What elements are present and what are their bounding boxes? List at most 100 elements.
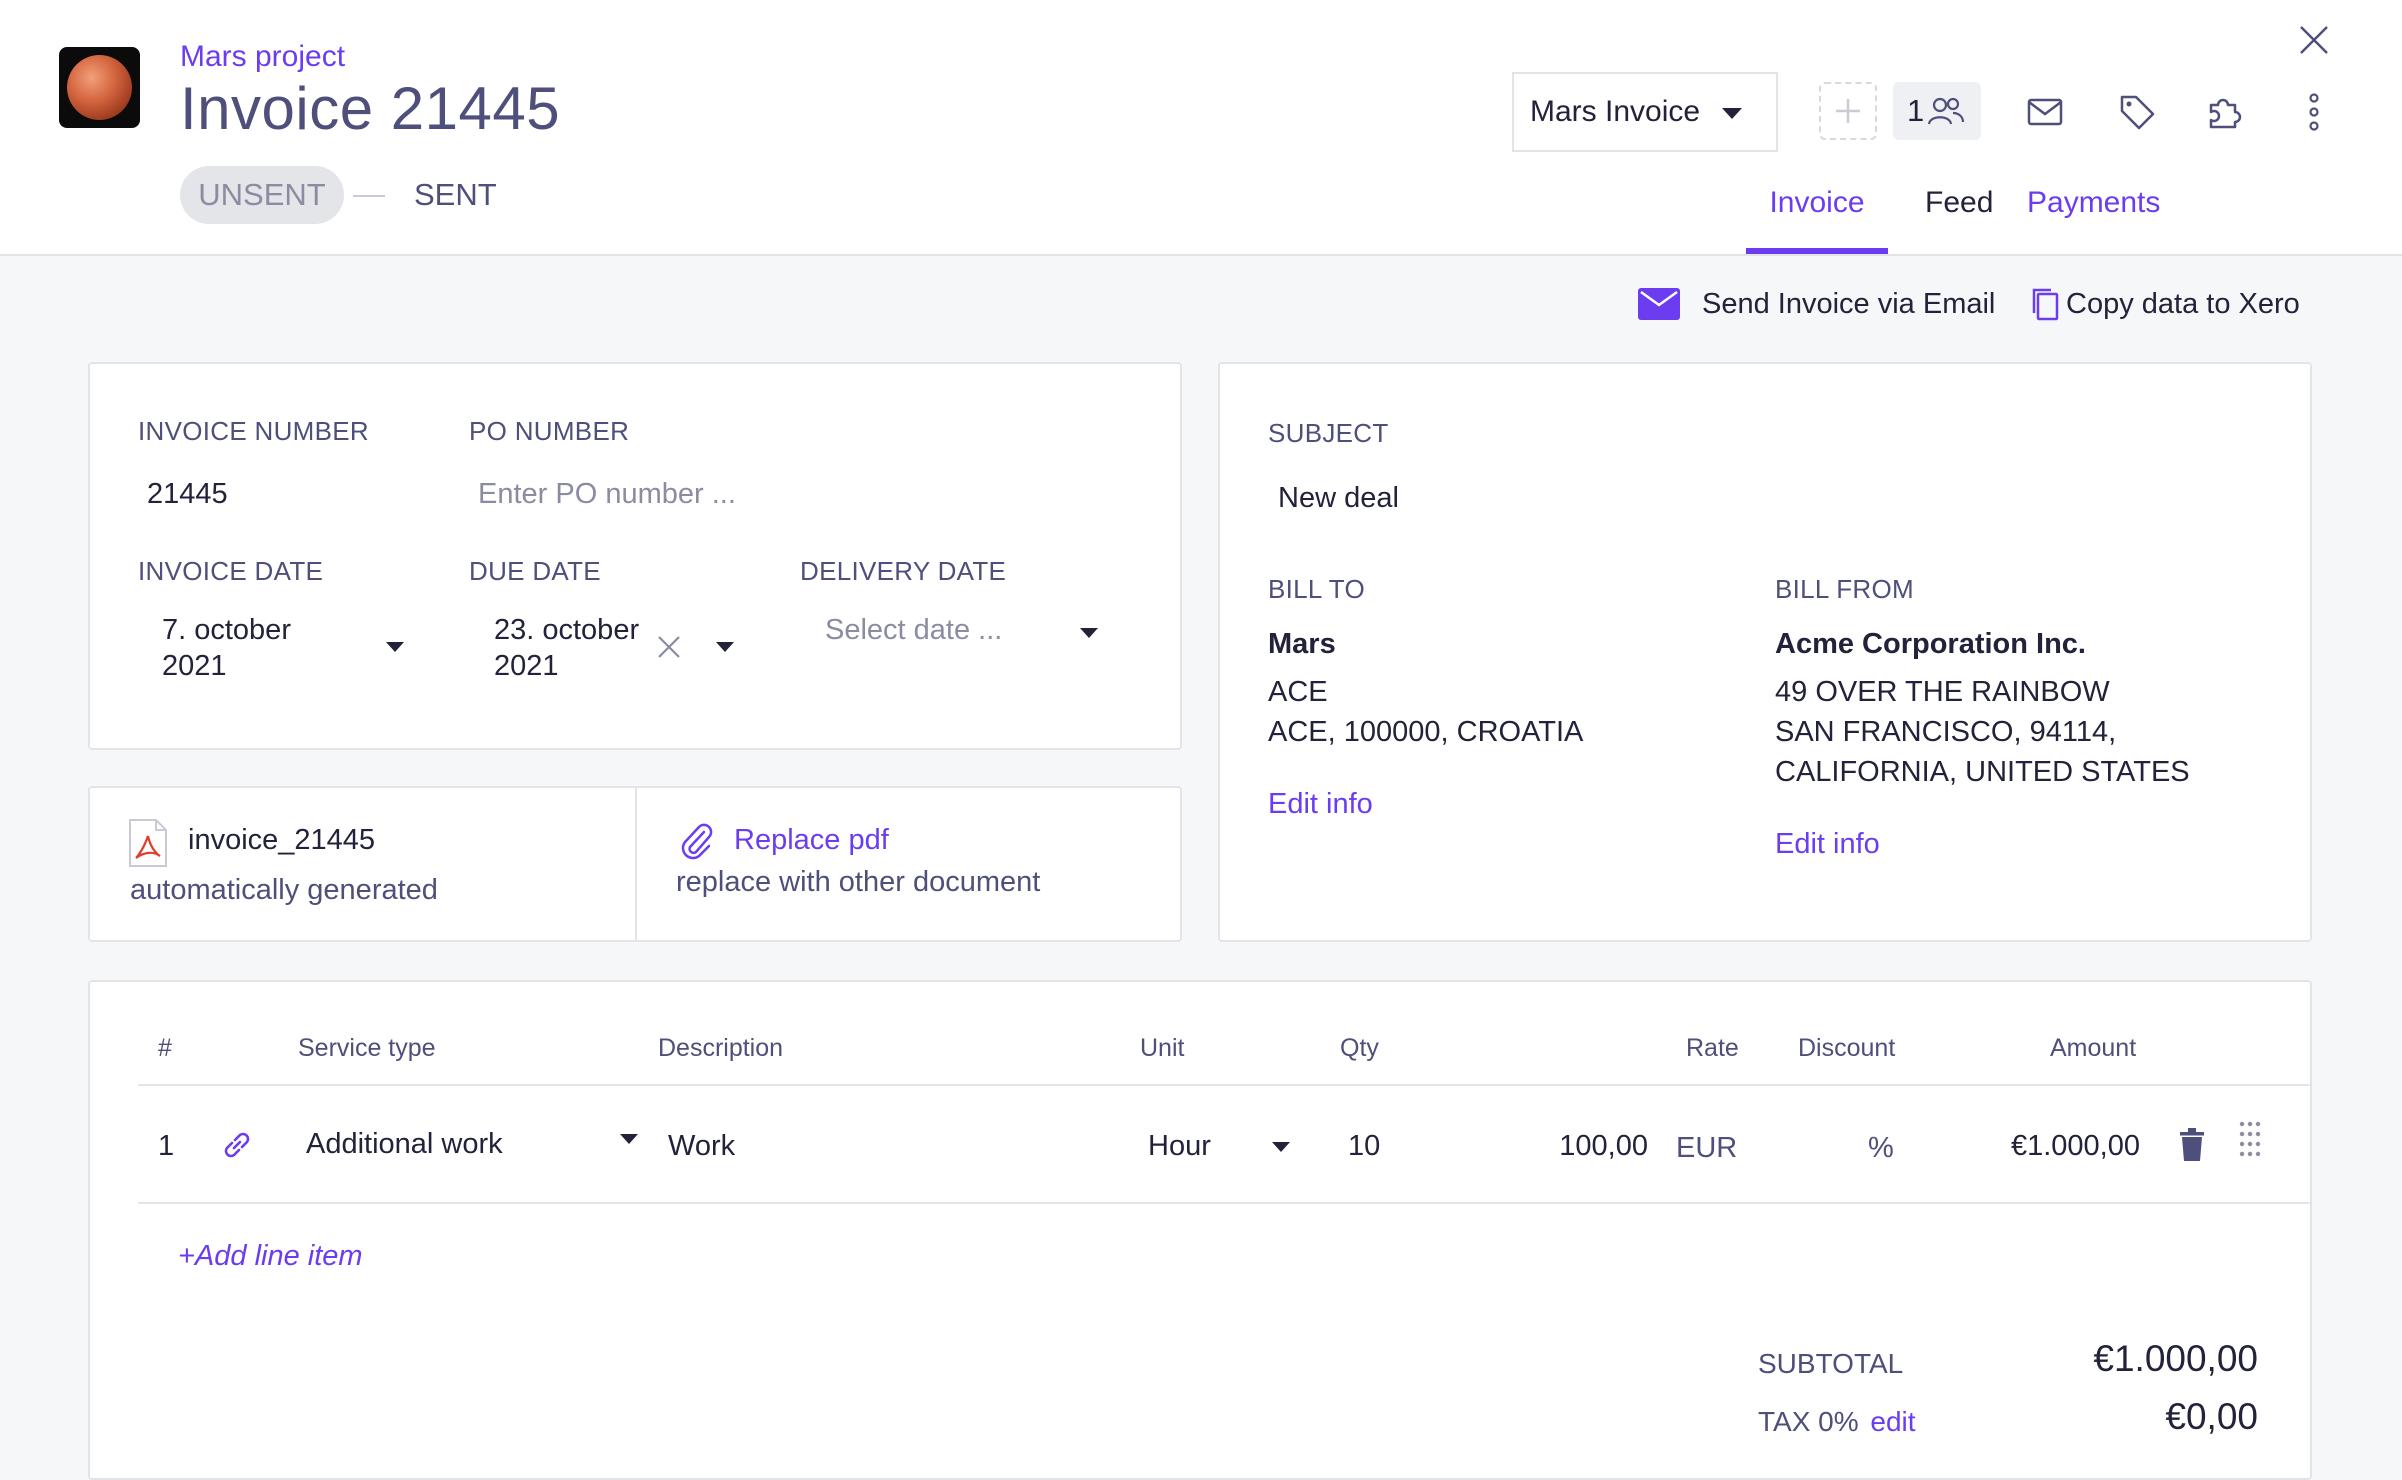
pdf-file-icon: [129, 819, 167, 867]
line-items-card: [88, 980, 2312, 1480]
delivery-date-placeholder: Select date ...: [825, 614, 1003, 646]
pdf-file-name[interactable]: invoice_21445: [188, 824, 376, 856]
due-date-label: DUE DATE: [469, 556, 601, 586]
tax-label: TAX 0% edit: [1758, 1406, 1916, 1438]
puzzle-icon: [2209, 98, 2242, 129]
col-header-description: Description: [658, 1034, 784, 1062]
service-type-value: Additional work: [306, 1128, 503, 1160]
col-header-rate: Rate: [1686, 1034, 1739, 1062]
col-header-amount: Amount: [2050, 1034, 2137, 1062]
rate-currency[interactable]: EUR: [1676, 1132, 1738, 1164]
tab-payments[interactable]: Payments: [2027, 186, 2161, 219]
invoice-number-label: INVOICE NUMBER: [138, 416, 370, 446]
bill-from-label: BILL FROM: [1775, 574, 1914, 604]
table-row-divider: [138, 1202, 2312, 1204]
trash-icon[interactable]: [2178, 1128, 2206, 1162]
unit-select[interactable]: Hour: [1140, 1118, 1300, 1174]
bill-from-edit-link[interactable]: Edit info: [1775, 828, 1880, 860]
tab-active-indicator: [1746, 248, 1888, 254]
more-options-button[interactable]: [2290, 88, 2338, 136]
invoice-header: Mars project Invoice 21445 UNSENT SENT M…: [0, 0, 2402, 256]
mail-icon: [2027, 98, 2063, 126]
status-unsent-badge[interactable]: UNSENT: [180, 166, 344, 224]
subtotal-label: SUBTOTAL: [1758, 1348, 1904, 1379]
members-button[interactable]: 1: [1893, 82, 1981, 140]
invoice-date-line2: 2021: [162, 650, 227, 682]
tax-edit-link[interactable]: edit: [1870, 1406, 1916, 1437]
chevron-down-icon: [716, 642, 734, 652]
integrations-button[interactable]: [2200, 88, 2248, 136]
subject-label: SUBJECT: [1268, 418, 1389, 448]
add-line-item-button[interactable]: +Add line item: [178, 1240, 363, 1272]
invoice-number-field[interactable]: 21445: [147, 478, 228, 510]
tag-icon: [2120, 95, 2155, 130]
members-count: 1: [1907, 93, 1925, 128]
chevron-down-icon: [1272, 1142, 1290, 1152]
more-vertical-icon: [2309, 93, 2319, 131]
due-date-picker[interactable]: 23. october 2021: [480, 610, 750, 690]
clear-date-icon[interactable]: [656, 634, 682, 660]
copy-to-xero-label: Copy data to Xero: [2066, 287, 2300, 320]
bill-to-line2: ACE, 100000, CROATIA: [1268, 716, 1584, 748]
link-icon[interactable]: [220, 1128, 254, 1162]
service-type-select[interactable]: Additional work: [300, 1118, 645, 1174]
close-button[interactable]: [2290, 16, 2338, 64]
invoice-details-card: [88, 362, 1182, 750]
amount-value: €1.000,00: [2010, 1130, 2140, 1162]
drag-handle-icon[interactable]: [2238, 1120, 2262, 1158]
chevron-down-icon: [620, 1134, 638, 1144]
due-date-line1: 23. october: [494, 614, 640, 646]
due-date-line2: 2021: [494, 650, 559, 682]
invoice-date-label: INVOICE DATE: [138, 556, 324, 586]
bill-from-name: Acme Corporation Inc.: [1775, 628, 2086, 660]
copy-icon: [2032, 288, 2059, 321]
col-header-qty: Qty: [1340, 1034, 1379, 1062]
tax-rate-label: TAX 0%: [1758, 1406, 1859, 1437]
tab-invoice[interactable]: Invoice: [1769, 186, 1865, 219]
invoice-date-picker[interactable]: 7. october 2021: [150, 610, 410, 690]
tax-value: €0,00: [2165, 1396, 2258, 1437]
qty-field[interactable]: 10: [1348, 1130, 1381, 1162]
invoice-date-line1: 7. october: [162, 614, 291, 646]
close-icon: [2300, 26, 2328, 54]
chevron-down-icon: [1080, 628, 1098, 638]
bill-to-label: BILL TO: [1268, 574, 1366, 604]
plus-icon: [1836, 99, 1860, 123]
mail-icon: [1638, 288, 1680, 320]
page-title: Invoice 21445: [180, 75, 561, 142]
replace-pdf-note: replace with other document: [676, 866, 1041, 898]
col-header-unit: Unit: [1140, 1034, 1185, 1062]
paperclip-icon: [681, 823, 713, 860]
bill-from-line2: SAN FRANCISCO, 94114,: [1775, 716, 2117, 748]
discount-field[interactable]: %: [1868, 1132, 1894, 1164]
rate-field[interactable]: 100,00: [1559, 1130, 1648, 1162]
users-icon: [1928, 97, 1965, 125]
email-button[interactable]: [2021, 88, 2069, 136]
status-divider: [353, 195, 385, 197]
send-invoice-email-button[interactable]: Send Invoice via Email: [1638, 280, 1995, 328]
bill-from-line1: 49 OVER THE RAINBOW: [1775, 676, 2110, 708]
row-number: 1: [158, 1130, 175, 1162]
status-sent-label[interactable]: SENT: [414, 177, 497, 212]
tag-button[interactable]: [2113, 88, 2161, 136]
table-header-divider: [138, 1084, 2312, 1086]
delivery-date-picker[interactable]: Select date ...: [810, 610, 1110, 660]
po-number-input[interactable]: Enter PO number ...: [478, 478, 736, 510]
replace-pdf-link[interactable]: Replace pdf: [734, 824, 889, 856]
tab-feed[interactable]: Feed: [1925, 186, 1994, 219]
bill-to-edit-link[interactable]: Edit info: [1268, 788, 1373, 820]
copy-to-xero-button[interactable]: Copy data to Xero: [2030, 280, 2300, 328]
document-divider: [635, 788, 637, 940]
add-member-button[interactable]: [1819, 82, 1877, 140]
col-header-service: Service type: [298, 1034, 436, 1062]
subtotal-value: €1.000,00: [2093, 1338, 2258, 1379]
bill-to-name: Mars: [1268, 628, 1336, 660]
billing-card: [1218, 362, 2312, 942]
send-invoice-email-label: Send Invoice via Email: [1702, 287, 1996, 320]
description-field[interactable]: Work: [668, 1130, 736, 1162]
subject-field[interactable]: New deal: [1278, 482, 1399, 514]
template-select[interactable]: Mars Invoice: [1512, 72, 1778, 152]
bill-to-line1: ACE: [1268, 676, 1328, 708]
po-number-label: PO NUMBER: [469, 416, 630, 446]
project-link[interactable]: Mars project: [180, 40, 346, 73]
